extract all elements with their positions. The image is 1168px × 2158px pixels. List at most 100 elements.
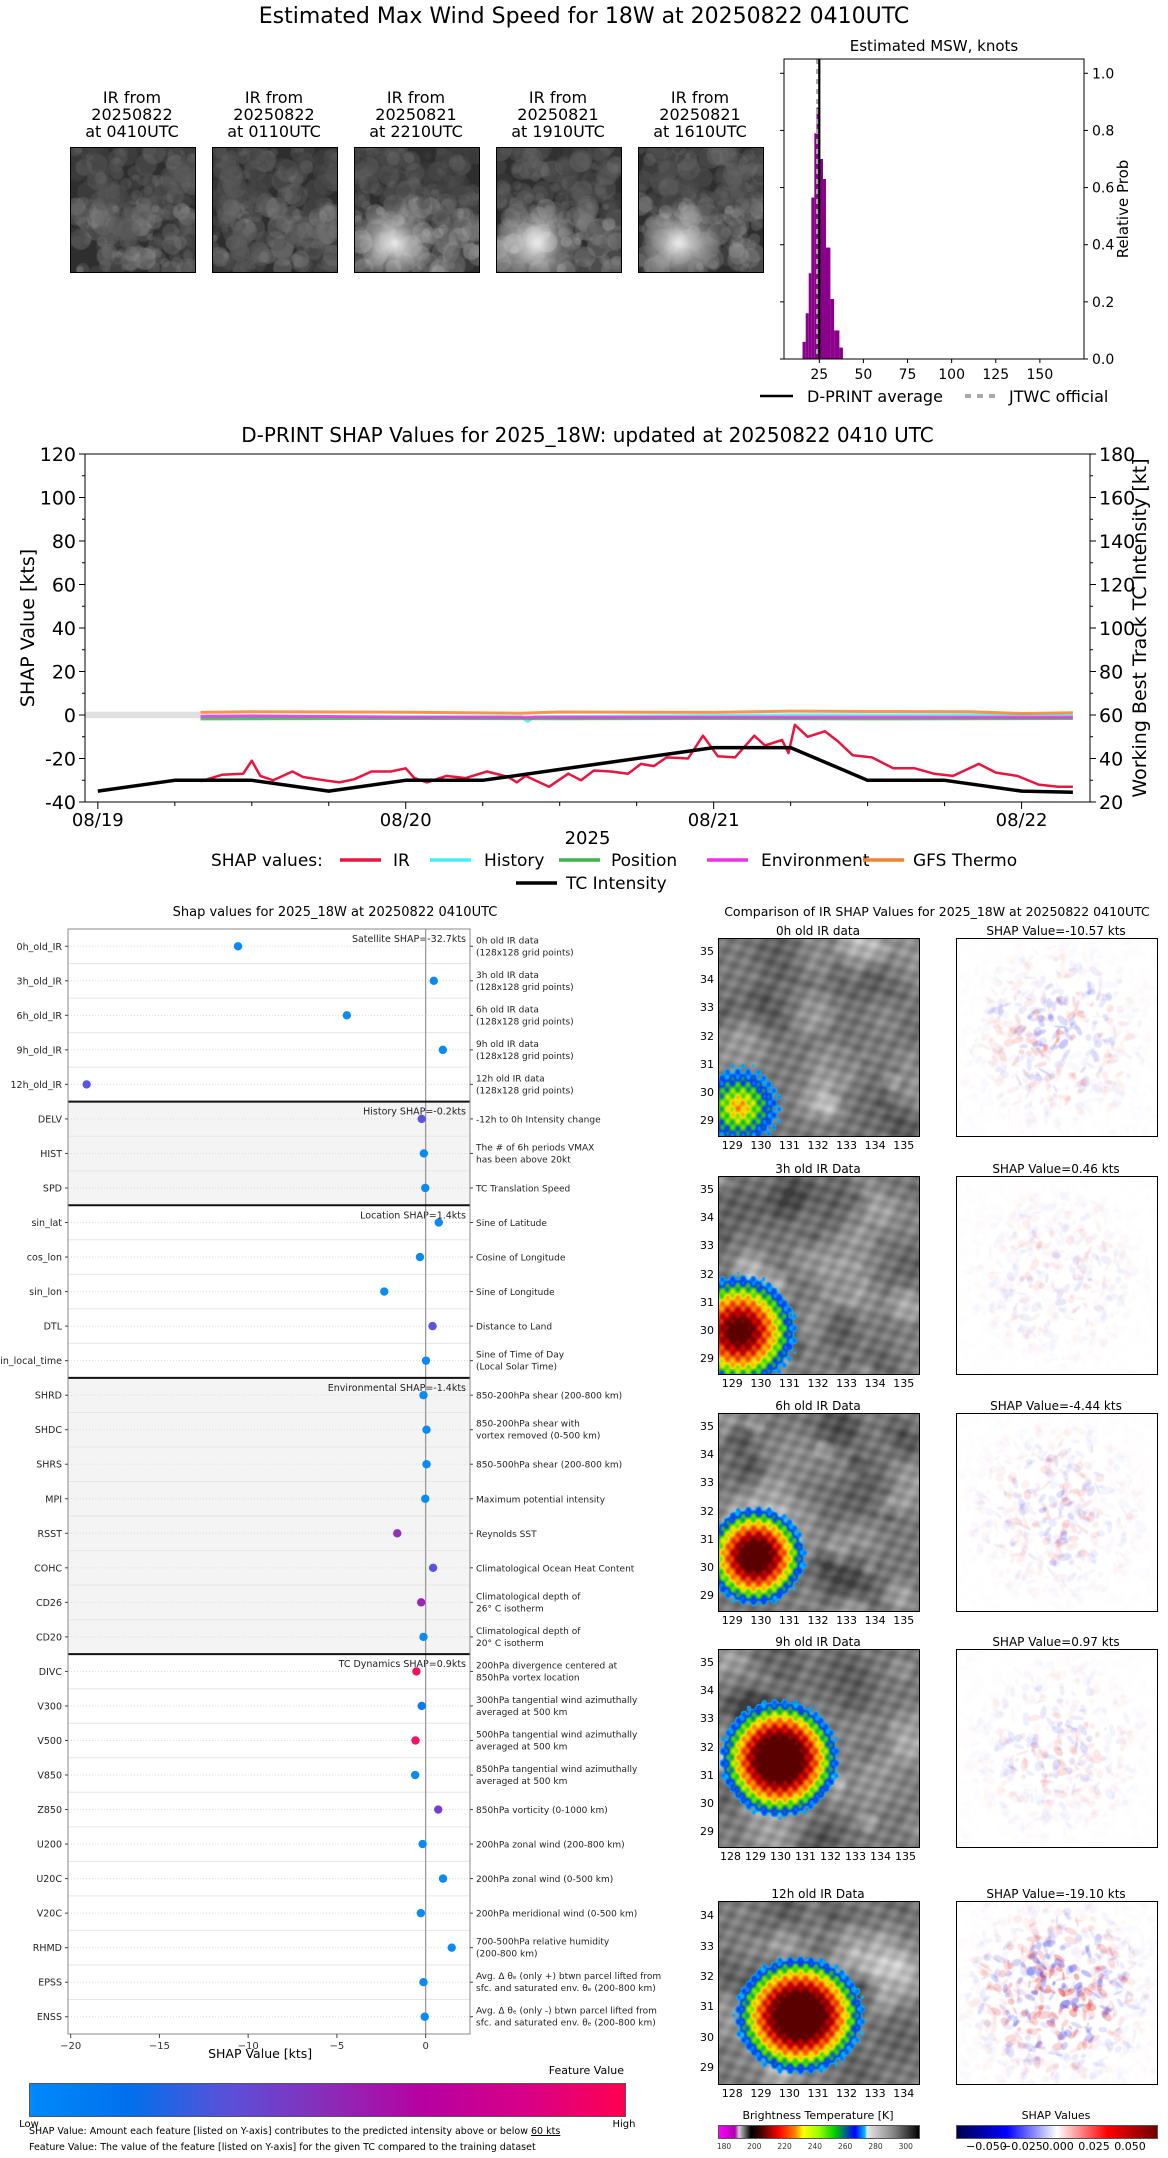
feature-shap-point — [233, 942, 243, 951]
feature-name-label: U200 — [37, 1840, 62, 1851]
x-axis-label: SHAP Value [kts] — [208, 2046, 312, 2061]
x-tick-label: 08/22 — [996, 810, 1048, 831]
feature-name-label: SHRS — [36, 1460, 62, 1471]
y-tick-label: 0.8 — [1092, 123, 1114, 139]
feature-description: Avg. Δ θₑ (only -) btwn parcel lifted fr… — [476, 2007, 657, 2017]
ir-thumbnail-image — [354, 147, 480, 273]
feature-description: (200-800 km) — [476, 1950, 537, 1960]
feature-description: 850-200hPa shear with — [476, 1420, 580, 1430]
histogram-bar — [830, 299, 835, 359]
feature-name-label: V20C — [37, 1909, 63, 1920]
brightness-colorbar-tick: 260 — [838, 2142, 853, 2151]
feature-description: Sine of Longitude — [476, 1288, 555, 1298]
feature-shap-point — [410, 1770, 420, 1780]
ir-thumbnail-image — [70, 147, 196, 273]
latitude-tick-label: 29 — [700, 2060, 714, 2074]
feature-description: 200hPa zonal wind (200-800 km) — [476, 1841, 625, 1851]
ir-shap-map — [956, 1649, 1158, 1848]
ir-thumbnail-image — [212, 147, 338, 273]
y-tick-label: 120 — [40, 444, 76, 466]
shap-colorbar-tick: −0.050 — [966, 2140, 1007, 2153]
feature-description: 850hPa vortex location — [476, 1673, 580, 1683]
y2-tick-label: 20 — [1099, 792, 1123, 814]
brightness-colorbar-tick: 300 — [898, 2142, 913, 2151]
ir-thumbnail-image — [638, 147, 764, 273]
feature-shap-point — [422, 1425, 431, 1434]
note-reference-value: 60 kts — [530, 2126, 561, 2137]
x-tick-label: 08/21 — [688, 810, 740, 831]
ir-brightness-map — [718, 938, 920, 1137]
ir-map-title: 0h old IR data — [776, 924, 860, 938]
feature-description: vortex removed (0-500 km) — [476, 1432, 600, 1442]
x-tick-label: −15 — [149, 2041, 170, 2052]
histogram-title: Estimated MSW, knots — [850, 37, 1019, 55]
feature-description: TC Translation Speed — [475, 1184, 570, 1194]
feature-description: Climatological depth of — [476, 1627, 581, 1637]
feature-name-label: EPSS — [38, 1978, 62, 1989]
group-shap-label: Location SHAP=1.4kts — [360, 1210, 466, 1221]
longitude-tick-label: 132 — [807, 1377, 829, 1390]
latitude-tick-label: 32 — [700, 1740, 714, 1754]
feature-description: (128x128 grid points) — [476, 983, 574, 993]
feature-shap-point — [428, 1321, 437, 1331]
feature-name-label: DTL — [44, 1322, 63, 1333]
longitude-tick-label: 131 — [778, 1139, 800, 1152]
y-tick-label: 0.4 — [1092, 238, 1114, 254]
latitude-tick-label: 35 — [700, 1183, 714, 1197]
ir-comparison-title: Comparison of IR SHAP Values for 2025_18… — [724, 904, 1150, 919]
longitude-tick-label: 132 — [807, 1614, 829, 1627]
brightness-colorbar-tick: 240 — [807, 2142, 823, 2151]
colorbar-high-label: High — [613, 2119, 636, 2130]
y2-tick-label: 100 — [1099, 618, 1135, 640]
feature-description: sfc. and saturated env. θₑ (200-800 km) — [476, 1984, 656, 1994]
feature-name-label: U20C — [36, 1874, 62, 1885]
longitude-tick-label: 130 — [778, 2087, 800, 2100]
latitude-tick-label: 33 — [700, 1939, 714, 1953]
brightness-colorbar-tick: 180 — [716, 2142, 732, 2151]
y2-tick-label: 80 — [1099, 662, 1123, 684]
longitude-tick-label: 132 — [820, 1850, 841, 1863]
thumbnail-label-line: at 0110UTC — [227, 122, 321, 141]
longitude-tick-label: 130 — [750, 1614, 772, 1627]
ir-shap-map — [956, 1413, 1158, 1612]
ir-map-title: 3h old IR Data — [775, 1162, 861, 1176]
feature-shap-point — [447, 1943, 456, 1952]
feature-description: averaged at 500 km — [476, 1708, 567, 1718]
longitude-tick-label: 131 — [778, 1377, 800, 1390]
thumbnail-label-line: at 0410UTC — [85, 122, 179, 141]
longitude-tick-label: 134 — [864, 1377, 886, 1390]
latitude-tick-label: 35 — [700, 1420, 714, 1434]
feature-description: Distance to Land — [476, 1323, 552, 1333]
y2-tick-label: 140 — [1099, 531, 1135, 553]
feature-name-label: MPI — [45, 1494, 62, 1505]
shap-values-colorbar — [956, 2125, 1158, 2139]
feature-description: 850hPa vorticity (0-1000 km) — [476, 1806, 608, 1816]
feature-shap-point — [434, 1805, 443, 1814]
shap-value-note: SHAP Value: Amount each feature [listed … — [29, 2126, 560, 2137]
latitude-tick-label: 29 — [700, 1113, 714, 1127]
shap-map-title: SHAP Value=0.46 kts — [992, 1162, 1120, 1176]
latitude-tick-label: 29 — [700, 1588, 714, 1602]
histogram-bar — [808, 273, 812, 359]
feature-name-label: SPD — [43, 1183, 62, 1194]
longitude-tick-label: 135 — [893, 1377, 915, 1390]
longitude-tick-label: 133 — [845, 1850, 866, 1863]
brightness-colorbar-tick: 220 — [777, 2142, 792, 2151]
feature-description: 850-500hPa shear (200-800 km) — [476, 1461, 622, 1471]
feature-description: has been above 20kt — [476, 1155, 571, 1165]
feature-description: Climatological Ocean Heat Content — [476, 1564, 635, 1574]
feature-name-label: cos_lon — [27, 1253, 62, 1264]
histogram-bar — [814, 133, 817, 359]
feature-name-label: V850 — [37, 1771, 62, 1782]
histogram-bar — [834, 330, 840, 359]
feature-shap-point — [428, 1563, 438, 1573]
brightness-colorbar-title: Brightness Temperature [K] — [742, 2109, 894, 2122]
legend-label: IR — [393, 851, 410, 871]
latitude-tick-label: 34 — [700, 1211, 714, 1225]
timeseries-title: D-PRINT SHAP Values for 2025_18W: update… — [241, 423, 933, 447]
legend-jtwc-label: JTWC official — [1008, 387, 1108, 406]
feature-description: averaged at 500 km — [476, 1777, 567, 1787]
thumbnail-label: IR from 20250821 at 1610UTC — [629, 89, 771, 140]
